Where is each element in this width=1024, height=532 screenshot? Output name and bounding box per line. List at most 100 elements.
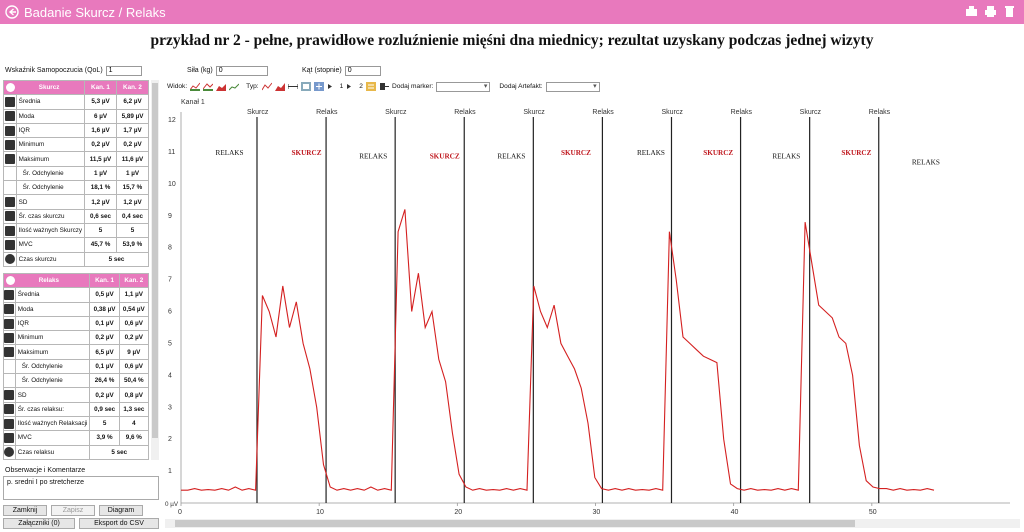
blank-icon: [3, 358, 16, 375]
kan1-value: 1,2 µV: [84, 194, 117, 210]
row-label: MVC: [15, 237, 86, 253]
y-tick-label: 12: [168, 117, 176, 124]
table-row: Śr. Odchylenie 26,4 % 50,4 %: [3, 373, 150, 389]
table-row: SD 1,2 µV 1,2 µV: [3, 194, 150, 210]
marker-label: Relaks: [731, 109, 753, 116]
clock-icon: [3, 251, 17, 267]
force-input[interactable]: [215, 65, 268, 76]
row-value: 5 sec: [84, 251, 149, 267]
marker-label: Relaks: [454, 109, 476, 116]
diagram-button[interactable]: Diagram: [99, 505, 143, 516]
kan2-value: 0,8 µV: [118, 387, 150, 403]
collapse-icon[interactable]: [6, 83, 15, 93]
x-tick-label: 40: [731, 509, 739, 515]
y-tick-label: 3: [168, 404, 172, 411]
y-tick-label: 11: [168, 149, 175, 156]
print-icon[interactable]: [984, 5, 997, 18]
row-label: Moda: [14, 301, 91, 317]
close-button[interactable]: Zamknij: [3, 505, 47, 516]
kan1-value: 0,38 µV: [89, 301, 120, 317]
sd-icon: [3, 194, 17, 210]
kan2-value: 9 µV: [118, 344, 150, 360]
view-line-icon[interactable]: [190, 82, 201, 91]
sd-icon: [3, 387, 16, 403]
table-row: Czas skurczu 5 sec: [3, 251, 149, 267]
scrollbar-thumb[interactable]: [152, 83, 158, 438]
collapse-icon[interactable]: [6, 276, 15, 286]
kan2-value: 1,7 µV: [115, 122, 150, 139]
table-row: Minimum 0,2 µV 0,2 µV: [3, 137, 150, 153]
delete-icon[interactable]: [1003, 5, 1016, 18]
angle-field: Kąt (stopnie): [302, 65, 381, 76]
x-tick-label: 10: [316, 509, 324, 515]
relax-stats-table: Relaks Kan. 1 Kan. 2 Średnia 0,5 µV 1,1 µV…: [2, 272, 150, 460]
observations-textarea[interactable]: p. sredni I po stretcherze: [3, 476, 159, 500]
marker-label: Skurcz: [523, 109, 545, 116]
range-icon[interactable]: [287, 82, 298, 91]
phase-annotation: SKURCZ: [430, 152, 460, 160]
row-label: Śr. czas relaksu:: [14, 401, 91, 417]
save-button[interactable]: Zapisz: [51, 505, 95, 516]
marker-select[interactable]: [436, 81, 491, 92]
row-label: Ilość ważnych Skurczy: [15, 222, 86, 239]
type-line-icon[interactable]: [261, 82, 272, 91]
x-tick-label: 20: [454, 509, 462, 515]
view-multi-icon[interactable]: [203, 82, 214, 91]
marker-label: Skurcz: [385, 109, 407, 116]
row-label: Minimum: [14, 330, 91, 346]
relax-header[interactable]: Relaks: [2, 272, 91, 289]
row-label: Czas relaksu: [14, 444, 91, 460]
chart-hscrollbar[interactable]: [165, 519, 1020, 528]
window-title: Badanie Skurcz / Relaks: [24, 4, 166, 20]
channel-1-icon[interactable]: [327, 82, 337, 91]
row-label: Moda: [15, 108, 86, 124]
col-kan1: Kan. 1: [84, 79, 117, 96]
kan1-value: 0,9 sec: [89, 401, 120, 417]
export-icon[interactable]: [965, 5, 978, 18]
kan1-value: 0,1 µV: [89, 358, 120, 375]
force-label: Siła (kg): [187, 67, 213, 74]
kan2-value: 0,54 µV: [118, 301, 150, 317]
y-tick-label: 6: [168, 309, 172, 316]
channel-2-icon[interactable]: [346, 82, 356, 91]
view-area-icon[interactable]: [216, 82, 227, 91]
col-kan2: Kan. 2: [118, 272, 150, 289]
fit-icon[interactable]: [313, 82, 324, 91]
table-row: Czas relaksu 5 sec: [3, 444, 149, 460]
table-row: IQR 1,6 µV 1,7 µV: [3, 122, 150, 139]
duration-icon: [3, 401, 16, 417]
notes-icon[interactable]: [365, 82, 376, 91]
scrollbar-thumb[interactable]: [175, 520, 855, 527]
angle-input[interactable]: [344, 65, 381, 76]
mode-icon: [3, 108, 17, 124]
kan1-value: 11,5 µV: [84, 151, 117, 167]
row-label: Maksimum: [15, 151, 86, 167]
back-arrow-icon[interactable]: [5, 5, 19, 19]
marker-icon[interactable]: [379, 82, 389, 91]
contraction-header[interactable]: Skurcz: [2, 79, 86, 96]
blank-icon: [3, 373, 16, 389]
attachments-button[interactable]: Załączniki (0): [3, 518, 75, 529]
table-row: Śr. Odchylenie 0,1 µV 0,6 µV: [3, 358, 150, 375]
table-row: Średnia 5,3 µV 6,2 µV: [3, 94, 150, 110]
table-row: MVC 3,9 % 9,6 %: [3, 430, 150, 446]
count-icon: [3, 415, 16, 432]
qol-input[interactable]: [105, 65, 142, 76]
export-csv-button[interactable]: Eksport do CSV: [79, 518, 159, 529]
mean-icon: [3, 287, 16, 303]
clock-icon: [3, 444, 16, 460]
phase-annotation: RELAKS: [637, 149, 665, 157]
table-row: Moda 6 µV 5,89 µV: [3, 108, 150, 124]
phase-annotation: RELAKS: [497, 152, 525, 160]
marker-label: Dodaj marker:: [391, 83, 434, 90]
artifact-select[interactable]: [545, 81, 600, 92]
zoom-icon[interactable]: [300, 82, 311, 91]
row-label: IQR: [15, 122, 86, 139]
stats-scrollbar[interactable]: [151, 80, 159, 460]
type-fill-icon[interactable]: [274, 82, 285, 91]
row-label: Czas skurczu: [15, 251, 86, 267]
view-bar-icon[interactable]: [229, 82, 240, 91]
table-row: Maksimum 11,5 µV 11,6 µV: [3, 151, 150, 167]
kan1-value: 5,3 µV: [84, 94, 117, 110]
